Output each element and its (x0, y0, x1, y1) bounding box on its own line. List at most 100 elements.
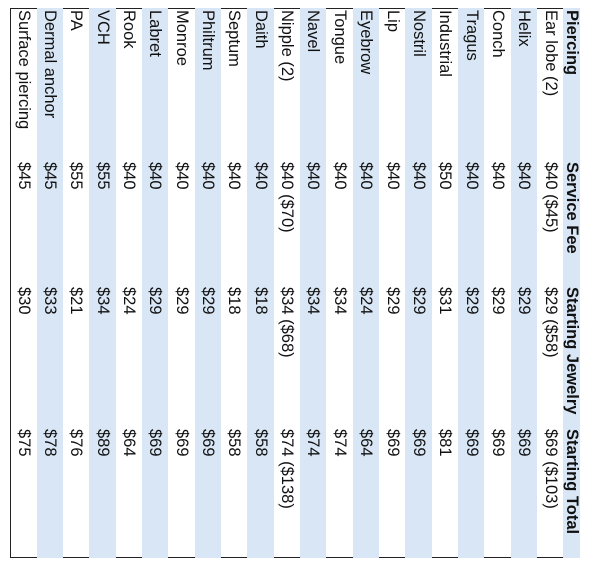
table-row: PA $55 $21 $76 (63, 8, 89, 558)
table-row: Tongue $40 $34 $74 (326, 8, 352, 558)
cell-service-fee: $40 ($45) (541, 162, 560, 233)
cell-starting-jewelry: $21 (67, 287, 86, 315)
cell-starting-jewelry: $34 ($68) (278, 287, 297, 358)
table-row: Nostril $40 $29 $69 (405, 8, 432, 558)
cell-starting-jewelry: $34 (330, 287, 349, 315)
cell-starting-total: $69 (142, 427, 169, 558)
cell-starting-total: $58 (247, 427, 274, 558)
cell-service-fee: $40 (510, 160, 538, 285)
table-row: Lip $40 $29 $69 (379, 8, 405, 558)
cell-starting-total: $76 (67, 429, 86, 457)
cell-starting-total: $75 (14, 429, 33, 457)
table-row: VCH $55 $34 $89 (89, 8, 116, 558)
cell-starting-jewelry: $29 (172, 287, 191, 315)
cell-starting-jewelry: $30 (14, 287, 33, 315)
cell-piercing: VCH (89, 8, 116, 160)
cell-service-fee: $40 (383, 162, 402, 190)
piercing-price-table: Piercing Service Fee Starting Jewelry St… (10, 8, 580, 558)
cell-piercing: Nipple (2) (278, 10, 297, 82)
cell-service-fee: $40 (458, 160, 485, 285)
cell-starting-total: $89 (89, 427, 116, 558)
cell-starting-jewelry: $29 (383, 287, 402, 315)
cell-starting-jewelry: $29 (142, 285, 169, 427)
cell-piercing: Eyebrow (352, 8, 380, 160)
table-row: Philtrum $40 $29 $69 (194, 8, 222, 558)
cell-starting-jewelry: $34 (300, 285, 327, 427)
cell-service-fee: $50 (436, 162, 455, 190)
cell-starting-jewelry: $29 (194, 285, 222, 427)
cell-piercing: Monroe (172, 10, 191, 66)
cell-service-fee: $40 (142, 160, 169, 285)
cell-service-fee: $55 (67, 162, 86, 190)
cell-starting-total: $64 (120, 429, 139, 457)
rotated-table-container: Piercing Service Fee Starting Jewelry St… (10, 8, 580, 558)
cell-starting-jewelry: $31 (436, 287, 455, 315)
table-row: Ear lobe (2) $40 ($45) $29 ($58) $69 ($1… (537, 8, 563, 558)
cell-starting-total: $78 (36, 427, 63, 558)
cell-piercing: Surface piercing (14, 10, 33, 130)
cell-piercing: Nostril (405, 8, 432, 160)
cell-service-fee: $40 (247, 160, 274, 285)
cell-service-fee: $40 ($70) (278, 162, 297, 233)
cell-piercing: Tragus (458, 8, 485, 160)
cell-starting-jewelry: $33 (36, 285, 63, 427)
cell-service-fee: $40 (300, 160, 327, 285)
table-row: Labret $40 $29 $69 (142, 8, 169, 558)
cell-starting-total: $74 ($138) (278, 429, 297, 509)
cell-starting-total: $69 (383, 429, 402, 457)
cell-piercing: Navel (300, 8, 327, 160)
cell-service-fee: $55 (89, 160, 116, 285)
cell-piercing: Lip (383, 10, 402, 33)
cell-starting-total: $74 (300, 427, 327, 558)
table-row: Daith $40 $18 $58 (247, 8, 274, 558)
cell-starting-jewelry: $34 (89, 285, 116, 427)
cell-starting-total: $69 (172, 429, 191, 457)
header-service-fee: Service Fee (563, 160, 580, 285)
cell-piercing: Tongue (330, 10, 349, 65)
cell-service-fee: $40 (330, 162, 349, 190)
table-row: Surface piercing $45 $30 $75 (10, 8, 37, 558)
cell-starting-jewelry: $29 (488, 287, 507, 315)
cell-starting-jewelry: $29 (510, 285, 538, 427)
header-starting-jewelry: Starting Jewelry (563, 285, 580, 427)
cell-service-fee: $40 (120, 162, 139, 190)
cell-starting-total: $69 (510, 427, 538, 558)
cell-starting-total: $69 ($103) (541, 429, 560, 509)
cell-starting-jewelry: $29 (405, 285, 432, 427)
table-row: Helix $40 $29 $69 (510, 8, 538, 558)
cell-starting-jewelry: $24 (352, 285, 380, 427)
table-row: Monroe $40 $29 $69 (168, 8, 194, 558)
cell-piercing: Helix (510, 8, 538, 160)
cell-piercing: Daith (247, 8, 274, 160)
cell-piercing: Industrial (436, 10, 455, 77)
cell-service-fee: $40 (488, 162, 507, 190)
cell-service-fee: $40 (405, 160, 432, 285)
cell-service-fee: $45 (14, 162, 33, 190)
cell-starting-total: $64 (352, 427, 380, 558)
cell-starting-jewelry: $24 (120, 287, 139, 315)
cell-piercing: Dermal anchor (36, 8, 63, 160)
cell-piercing: Philtrum (194, 8, 222, 160)
cell-starting-total: $69 (405, 427, 432, 558)
table-row: Nipple (2) $40 ($70) $34 ($68) $74 ($138… (274, 8, 300, 558)
cell-piercing: Septum (225, 10, 244, 67)
table-row: Industrial $50 $31 $81 (432, 8, 458, 558)
cell-piercing: Labret (142, 8, 169, 160)
table-row: Conch $40 $29 $69 (484, 8, 510, 558)
cell-starting-total: $58 (225, 429, 244, 457)
cell-piercing: PA (67, 10, 86, 31)
cell-service-fee: $40 (352, 160, 380, 285)
table-row: Rook $40 $24 $64 (116, 8, 142, 558)
cell-starting-total: $69 (194, 427, 222, 558)
header-row: Piercing Service Fee Starting Jewelry St… (563, 8, 580, 558)
cell-piercing: Conch (488, 10, 507, 58)
cell-piercing: Rook (120, 10, 139, 49)
cell-service-fee: $40 (172, 162, 191, 190)
table-row: Septum $40 $18 $58 (221, 8, 247, 558)
cell-starting-total: $81 (436, 429, 455, 457)
header-starting-total: Starting Total (563, 427, 580, 558)
cell-service-fee: $40 (194, 160, 222, 285)
table-row: Dermal anchor $45 $33 $78 (36, 8, 63, 558)
cell-starting-total: $69 (488, 429, 507, 457)
cell-starting-total: $69 (458, 427, 485, 558)
